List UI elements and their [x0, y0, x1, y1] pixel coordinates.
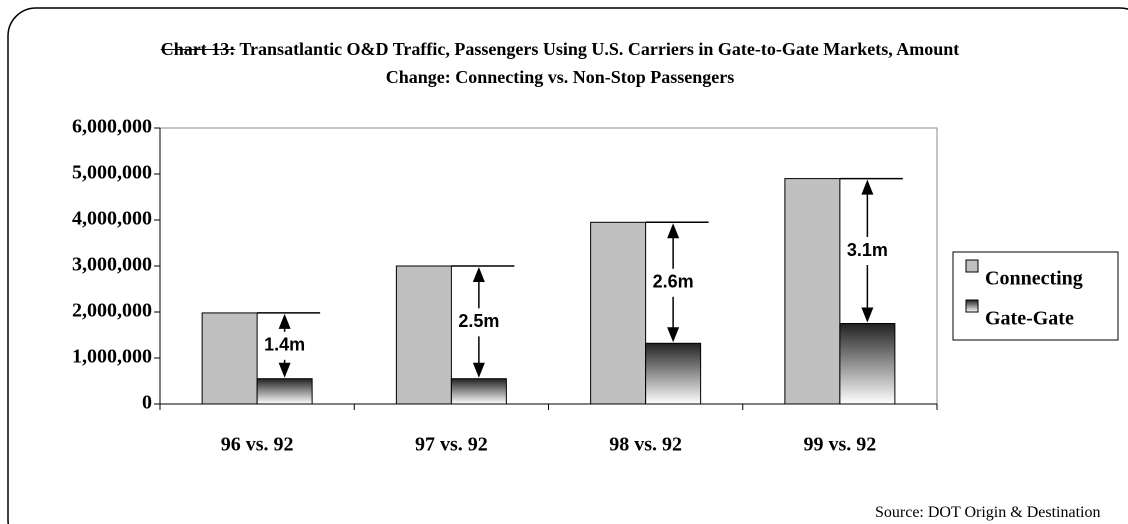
- chart-title: Chart 13: Transatlantic O&D Traffic, Pas…: [130, 35, 990, 91]
- arrow-head: [861, 179, 874, 195]
- arrow-head: [667, 327, 680, 343]
- bar: [450, 378, 507, 405]
- y-tick-label: 0: [142, 392, 152, 414]
- arrow-head: [861, 307, 874, 323]
- annotation: 3.1m: [847, 240, 888, 260]
- annotation: 2.5m: [458, 311, 499, 331]
- source: Source: DOT Origin & Destination: [875, 504, 1101, 521]
- bar: [645, 342, 702, 405]
- x-tick-label: 99 vs. 92: [803, 434, 876, 456]
- y-tick-label: 4,000,000: [72, 208, 152, 230]
- legend-label: Connecting: [985, 268, 1083, 290]
- bar: [590, 221, 647, 405]
- y-tick-label: 1,000,000: [72, 346, 152, 368]
- x-tick-label: 96 vs. 92: [221, 434, 294, 456]
- x-tick-label: 97 vs. 92: [415, 434, 488, 456]
- legend-swatch: [965, 259, 979, 273]
- arrow-head: [278, 313, 291, 329]
- arrow-head: [472, 267, 485, 282]
- y-tick-label: 3,000,000: [72, 254, 152, 276]
- bar: [839, 323, 896, 405]
- frame: [7, 7, 1128, 524]
- x-tick-label: 98 vs. 92: [609, 434, 682, 456]
- title-prefix: Chart 13:: [160, 39, 236, 59]
- annotation: 2.6m: [653, 272, 694, 292]
- y-tick-label: 2,000,000: [72, 300, 152, 322]
- y-tick-label: 6,000,000: [72, 116, 152, 138]
- arrow-head: [667, 223, 680, 239]
- arrow-head: [278, 362, 291, 378]
- title-text: Transatlantic O&D Traffic, Passengers Us…: [239, 39, 960, 87]
- legend-swatch: [965, 299, 979, 313]
- annotation: 1.4m: [264, 335, 305, 355]
- y-tick-label: 5,000,000: [72, 162, 152, 184]
- bar: [256, 378, 313, 405]
- bar: [201, 312, 258, 405]
- legend-label: Gate-Gate: [985, 308, 1074, 330]
- arrow-head: [472, 362, 485, 378]
- legend-box: [952, 251, 1119, 341]
- bar: [395, 265, 452, 405]
- bar: [784, 178, 841, 405]
